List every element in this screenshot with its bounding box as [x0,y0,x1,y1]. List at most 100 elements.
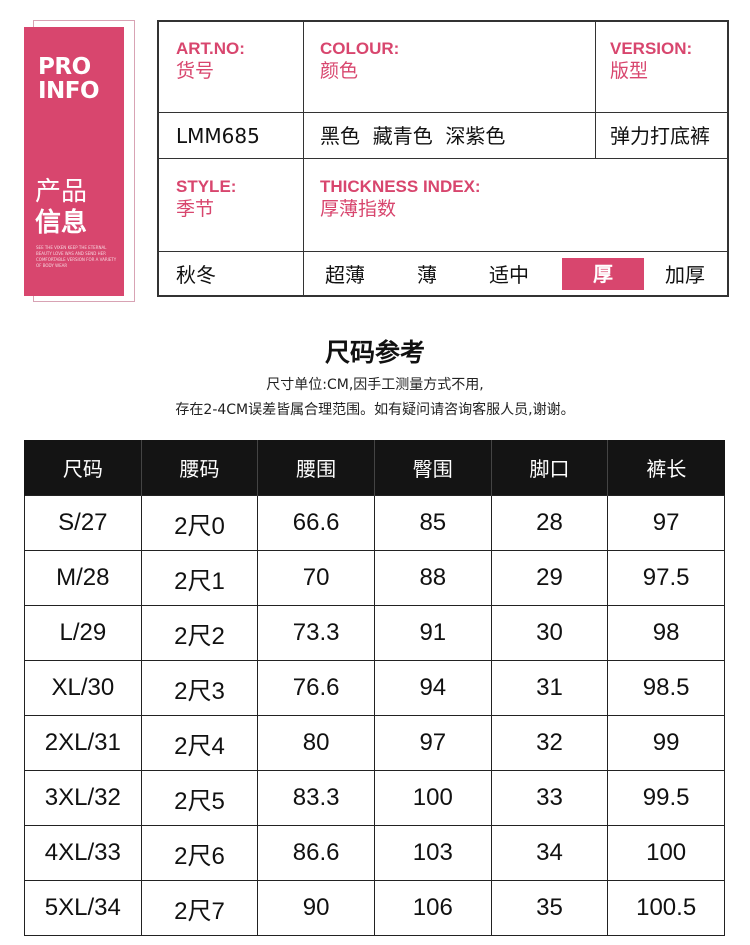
product-info-grid: ART.NO: 货号 COLOUR: 颜色 VERSION: 版型 LMM685… [157,20,729,297]
colour-value: 黑色 藏青色 深紫色 [320,124,506,148]
tag-cn-line2: 信息 [35,208,88,238]
table-cell: 85 [373,495,492,551]
size-table: 尺码 腰码 腰围 臀围 脚口 裤长 S/27 2尺0 66.6 85 28 97 M/28 2… [24,440,725,936]
art-no-label-en: ART.NO: [176,39,245,58]
table-cell: 97.5 [607,550,725,606]
tag-cn-heading: 产品 信息 [35,177,87,239]
header-leg-opening: 脚口 [490,440,608,496]
table-row: 2XL/31 2尺4 80 97 32 99 [24,715,725,771]
grid-line [595,22,596,158]
table-cell: 99 [607,715,725,771]
table-row: XL/30 2尺3 76.6 94 31 98.5 [24,660,725,716]
version-label-en: VERSION: [610,39,693,58]
table-cell: L/29 [24,605,142,661]
table-cell: 94 [373,660,492,716]
size-chart-title: 尺码参考 [324,338,425,367]
tag-heading: PRO INFO [38,55,100,103]
colour-label: COLOUR: 颜色 [320,39,399,83]
table-row: S/27 2尺0 66.6 85 28 97 [24,495,725,551]
pro-info-tag: PRO INFO 产品 信息 SEE THE VIXEN KEEP THE ET… [24,27,124,296]
style-label-cn: 季节 [176,198,215,220]
art-no-label: ART.NO: 货号 [176,39,245,83]
table-cell: 80 [257,715,375,771]
table-cell: 90 [257,880,375,936]
table-cell: S/27 [24,495,142,551]
table-cell: 70 [257,550,375,606]
table-cell: 31 [490,660,609,716]
table-cell: 30 [490,605,609,661]
version-label: VERSION: 版型 [610,39,692,83]
grid-line [303,158,304,297]
version-value: 弹力打底裤 [610,124,710,148]
table-cell: 98.5 [607,660,725,716]
table-cell: 28 [490,495,609,551]
table-cell: 73.3 [257,605,375,661]
table-cell: 4XL/33 [24,825,142,881]
table-cell: 2尺7 [140,880,259,936]
table-cell: 2尺2 [140,605,259,661]
table-cell: 5XL/34 [24,880,142,936]
thickness-label-cn: 厚薄指数 [320,198,397,220]
table-row: M/28 2尺1 70 88 29 97.5 [24,550,725,606]
table-cell: 97 [607,495,725,551]
tag-small-text: SEE THE VIXEN KEEP THE ETERNAL BEAUTY LO… [36,245,117,268]
table-row: 4XL/33 2尺6 86.6 103 34 100 [24,825,725,881]
thickness-option: 薄 [417,263,437,287]
table-row: 3XL/32 2尺5 83.3 100 33 99.5 [24,770,725,826]
table-cell: 100 [373,770,492,826]
style-value: 秋冬 [176,263,216,287]
size-table-header: 尺码 腰码 腰围 臀围 脚口 裤长 [24,440,725,496]
table-cell: 2尺6 [140,825,259,881]
table-cell: 32 [490,715,609,771]
grid-line [159,112,727,113]
table-cell: 66.6 [257,495,375,551]
header-size: 尺码 [24,440,142,496]
table-cell: 29 [490,550,609,606]
table-cell: 76.6 [257,660,375,716]
size-note-line2: 存在2-4CM误差皆属合理范围。如有疑问请咨询客服人员,谢谢。 [175,402,575,418]
thickness-option: 加厚 [665,263,705,287]
table-cell: 100.5 [607,880,725,936]
table-cell: 2尺5 [140,770,259,826]
table-cell: 34 [490,825,609,881]
table-row: 5XL/34 2尺7 90 106 35 100.5 [24,880,725,936]
table-cell: 86.6 [257,825,375,881]
table-cell: 2尺3 [140,660,259,716]
header-length: 裤长 [607,440,725,496]
table-cell: 88 [373,550,492,606]
colour-label-en: COLOUR: [320,39,400,58]
table-cell: 2尺4 [140,715,259,771]
header-waist: 腰围 [257,440,375,496]
thickness-option: 适中 [489,263,529,287]
table-cell: 91 [373,605,492,661]
table-cell: 99.5 [607,770,725,826]
table-cell: 103 [373,825,492,881]
style-label-en: STYLE: [176,177,237,196]
thickness-label: THICKNESS INDEX: 厚薄指数 [320,177,481,221]
table-cell: M/28 [24,550,142,606]
style-label: STYLE: 季节 [176,177,236,221]
table-cell: 83.3 [257,770,375,826]
table-cell: 2尺1 [140,550,259,606]
grid-line [303,22,304,158]
art-no-label-cn: 货号 [176,60,215,82]
table-cell: 2尺0 [140,495,259,551]
table-row: L/29 2尺2 73.3 91 30 98 [24,605,725,661]
tag-cn-line1: 产品 [35,177,88,207]
table-cell: 97 [373,715,492,771]
colour-label-cn: 颜色 [320,60,359,82]
grid-line [159,158,727,159]
table-cell: 100 [607,825,725,881]
art-no-value: LMM685 [176,124,260,148]
table-cell: 98 [607,605,725,661]
header-hip: 臀围 [373,440,492,496]
header-waist-code: 腰码 [140,440,258,496]
table-cell: 106 [373,880,492,936]
thickness-scale: 超薄 薄 适中 厚 加厚 [304,256,727,294]
size-note-line1: 尺寸单位:CM,因手工测量方式不用, [266,377,484,393]
table-cell: 33 [490,770,609,826]
thickness-label-en: THICKNESS INDEX: [320,177,481,196]
grid-line [159,251,727,252]
table-cell: 3XL/32 [24,770,142,826]
version-label-cn: 版型 [610,60,649,82]
